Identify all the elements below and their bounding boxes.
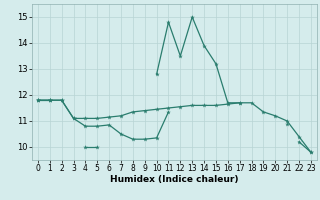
- X-axis label: Humidex (Indice chaleur): Humidex (Indice chaleur): [110, 175, 239, 184]
